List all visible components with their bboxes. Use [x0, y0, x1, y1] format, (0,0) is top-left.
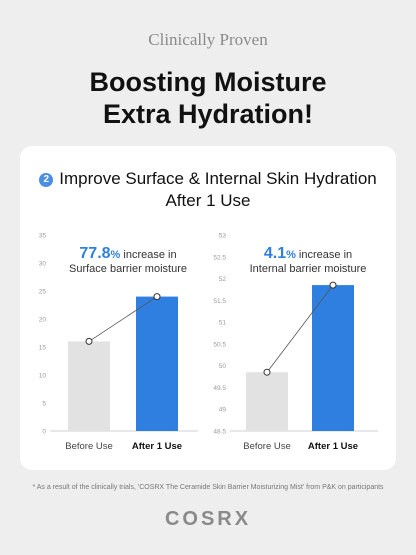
x-category-label: After 1 Use — [132, 441, 182, 452]
callout-line1: 77.8% increase in — [79, 245, 176, 262]
trend-marker — [153, 293, 161, 301]
trend-line — [88, 296, 158, 342]
y-tick-label: 49.5 — [213, 385, 226, 392]
callout-increase-text: increase in — [120, 249, 176, 261]
y-tick-label: 35 — [39, 233, 47, 240]
bar-after-use — [312, 285, 354, 431]
trend-line — [266, 284, 334, 373]
step-badge: 2 — [39, 173, 54, 187]
card-title-line1: Improve Surface & Internal Skin Hydratio… — [59, 169, 377, 188]
y-tick-label: 15 — [39, 345, 47, 352]
callout-percent: 77.8 — [79, 245, 110, 262]
callout-percent-unit: % — [111, 249, 121, 261]
bar-before-use — [68, 341, 110, 431]
y-tick-label: 50.5 — [213, 341, 226, 348]
card-title: 2 Improve Surface & Internal Skin Hydrati… — [20, 168, 396, 212]
footnote: * As a result of the clinically trials, … — [32, 484, 384, 491]
y-tick-label: 51.5 — [213, 298, 226, 305]
brand-logo: COSRX — [164, 508, 252, 530]
y-tick-label: 51 — [219, 320, 227, 327]
callout-line2: Internal barrier moisture — [250, 263, 367, 275]
x-category-label: Before Use — [243, 441, 291, 452]
callout-percent-unit: % — [286, 249, 296, 261]
y-tick-label: 48.5 — [213, 429, 226, 436]
y-tick-label: 50 — [219, 363, 227, 370]
y-tick-label: 49 — [219, 407, 227, 414]
callout-line1: 4.1% increase in — [264, 245, 352, 262]
x-category-label: Before Use — [65, 441, 113, 452]
y-tick-label: 10 — [39, 373, 47, 380]
bar-before-use — [246, 372, 288, 431]
headline-line1: Boosting Moisture — [89, 67, 327, 97]
y-tick-label: 20 — [39, 317, 47, 324]
callout-line2: Surface barrier moisture — [69, 263, 187, 275]
eyebrow-text: Clinically Proven — [148, 30, 268, 49]
hydration-charts: 0 5 10 15 20 25 30 35 Before Use After 1 Use 77.8%… — [39, 233, 378, 452]
y-tick-label: 53 — [219, 233, 227, 240]
callout-percent: 4.1 — [264, 245, 286, 262]
y-tick-label: 25 — [39, 289, 47, 296]
callout-increase-text: increase in — [296, 249, 352, 261]
trend-marker — [329, 281, 337, 289]
y-tick-label: 0 — [42, 429, 46, 436]
results-card: 2 Improve Surface & Internal Skin Hydrati… — [20, 146, 396, 470]
y-tick-label: 30 — [39, 261, 47, 268]
x-category-label: After 1 Use — [308, 441, 358, 452]
headline: Boosting Moisture Extra Hydration! — [0, 66, 416, 130]
y-tick-label: 52.5 — [213, 254, 226, 261]
y-tick-label: 52 — [219, 276, 227, 283]
bar-after-use — [136, 296, 178, 431]
headline-line2: Extra Hydration! — [102, 99, 314, 129]
trend-marker — [263, 368, 271, 376]
y-tick-label: 5 — [42, 401, 46, 408]
card-title-line2: After 1 Use — [165, 191, 251, 210]
trend-marker — [85, 337, 93, 345]
